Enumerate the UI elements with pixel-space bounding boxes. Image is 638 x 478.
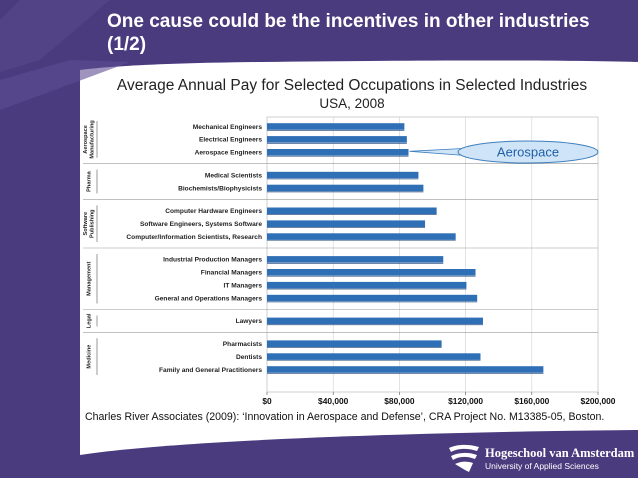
category-label: Aerospace Engineers [195, 150, 263, 157]
x-tick-label: $120,000 [448, 396, 483, 406]
bar [267, 294, 478, 302]
category-label: Family and General Practitioners [159, 367, 262, 374]
banner-highlight [0, 0, 110, 72]
x-tick-label: $0 [262, 396, 272, 406]
chart-subtitle: USA, 2008 [319, 96, 385, 111]
group-label: Software [83, 212, 89, 236]
group-label: Legal [86, 313, 92, 328]
bar [267, 207, 437, 215]
slide-title: One cause could be the incentives in oth… [107, 11, 590, 55]
bar [267, 184, 424, 192]
bar [267, 220, 426, 227]
bar [267, 281, 467, 289]
bar [267, 171, 419, 179]
category-label: Computer/Information Scientists, Researc… [126, 234, 262, 241]
category-label: Medical Scientists [205, 172, 263, 179]
chart-title: Average Annual Pay for Selected Occupati… [116, 77, 588, 94]
bar [267, 149, 409, 156]
category-label: Software Engineers, Systems Software [140, 221, 262, 228]
category-label: Electrical Engineers [199, 137, 262, 144]
category-label: Lawyers [236, 318, 263, 325]
bar [267, 317, 483, 325]
category-label: General and Operations Managers [155, 295, 263, 302]
category-label: IT Managers [224, 283, 263, 290]
bar [267, 256, 444, 263]
callout-bubble [457, 140, 599, 164]
group-label: Pharma [86, 170, 92, 191]
group-label: Manufacturing [90, 120, 96, 159]
bottom-banner [80, 430, 638, 478]
category-label: Financial Managers [201, 270, 263, 277]
institution-logo: Hogeschool van Amsterdam University of A… [445, 443, 635, 475]
group-label: Management [86, 262, 92, 296]
group-label: Medicine [86, 345, 92, 369]
group-label: Publishing [90, 209, 96, 238]
category-label: Pharmacists [223, 341, 263, 348]
group-label: Aerospace [83, 125, 89, 154]
callout-text: Aerospace [497, 145, 559, 160]
logo-subtitle: University of Applied Sciences [485, 461, 599, 471]
category-label: Industrial Production Managers [163, 257, 262, 264]
bar [267, 269, 476, 276]
bar [267, 340, 442, 347]
hva-wave-logo-icon [449, 444, 479, 472]
source-citation: Charles River Associates (2009): ‘Innova… [85, 411, 605, 423]
category-label: Computer Hardware Engineers [165, 208, 262, 215]
category-label: Biochemists/Biophysicists [178, 185, 262, 192]
banner-highlight [0, 60, 130, 110]
x-tick-label: $80,000 [384, 396, 415, 406]
bar [267, 136, 407, 143]
logo-name: Hogeschool van Amsterdam [485, 446, 635, 460]
x-tick-label: $160,000 [514, 396, 549, 406]
category-label: Dentists [236, 354, 262, 361]
x-tick-label: $40,000 [318, 396, 349, 406]
category-label: Mechanical Engineers [193, 124, 263, 131]
bar [267, 353, 481, 360]
bar [267, 123, 405, 130]
x-tick-label: $200,000 [581, 396, 616, 406]
bar [267, 366, 544, 373]
bar [267, 233, 456, 240]
